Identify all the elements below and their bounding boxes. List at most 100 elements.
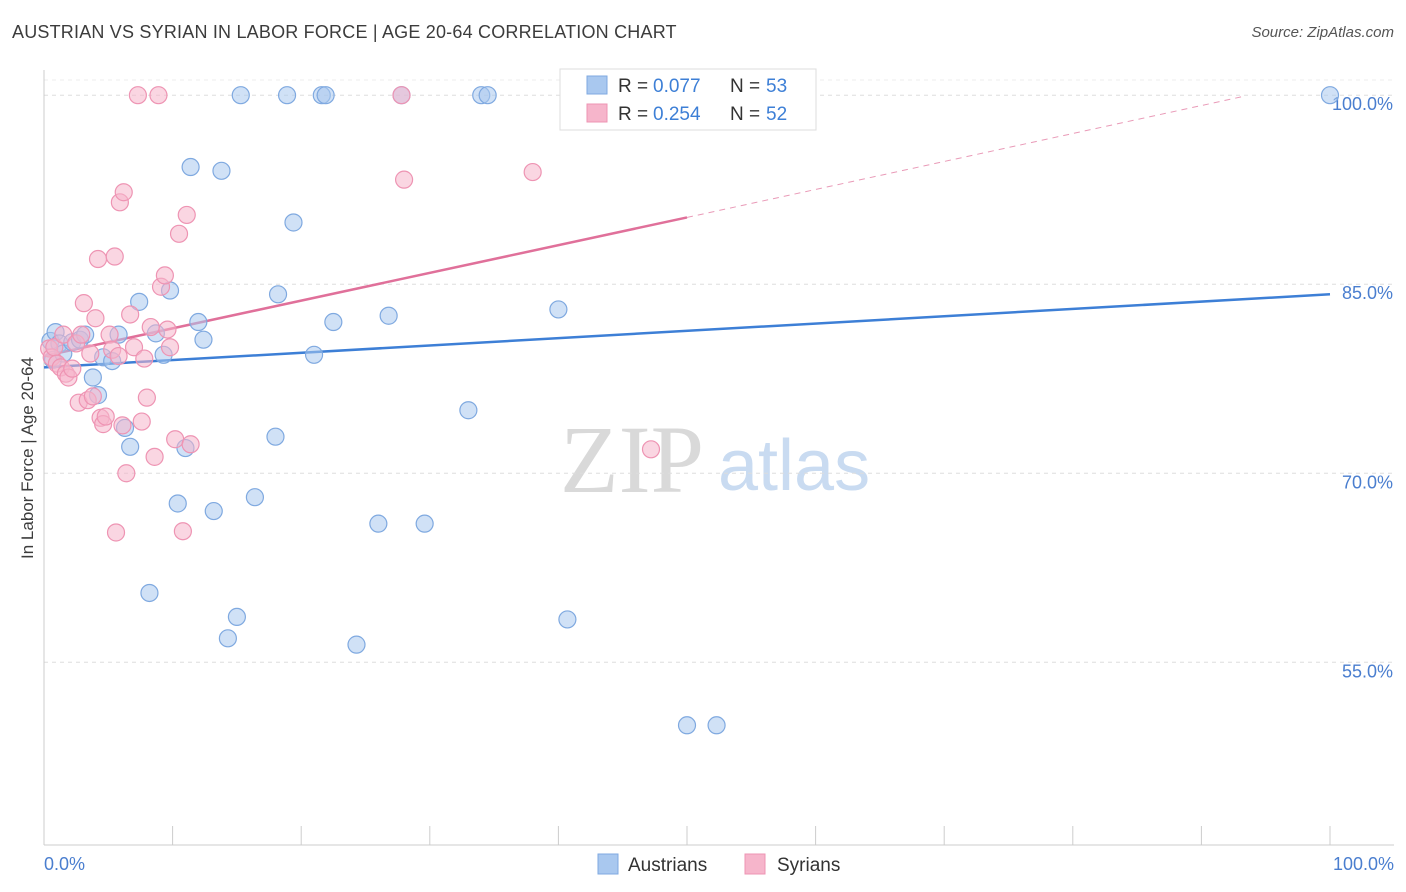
point-syrians-17 bbox=[88, 249, 108, 269]
series-legend: Austrians Syrians bbox=[597, 853, 840, 876]
stats-n-value-syrians: 52 bbox=[766, 104, 787, 125]
legend-label-syrians: Syrians bbox=[777, 855, 840, 876]
stats-n-label-austrians: N = bbox=[730, 76, 760, 97]
point-syrians-8 bbox=[63, 359, 82, 378]
point-austrians-26 bbox=[212, 161, 231, 180]
point-austrians-25 bbox=[204, 501, 223, 521]
point-austrians-29 bbox=[231, 86, 250, 105]
point-syrians-5 bbox=[54, 325, 73, 344]
stats-r-value-austrians: 0.077 bbox=[653, 76, 701, 97]
point-austrians-28 bbox=[227, 607, 246, 627]
y-tick-label-70: 70.0% bbox=[1342, 472, 1393, 492]
point-austrians-43 bbox=[415, 514, 434, 533]
point-syrians-14 bbox=[81, 344, 100, 363]
legend-swatch-syrians bbox=[744, 853, 766, 875]
point-austrians-48 bbox=[558, 610, 577, 629]
point-austrians-8 bbox=[83, 368, 102, 387]
point-syrians-38 bbox=[149, 86, 168, 105]
stats-r-label-syrians: R = bbox=[618, 104, 648, 125]
point-syrians-24 bbox=[109, 346, 128, 366]
stats-swatch-syrians bbox=[586, 103, 608, 123]
stats-r-label-austrians: R = bbox=[618, 76, 648, 97]
point-syrians-43 bbox=[169, 224, 189, 243]
point-syrians-20 bbox=[96, 407, 115, 426]
y-tick-label-55: 55.0% bbox=[1342, 661, 1393, 681]
stats-swatch-austrians bbox=[586, 75, 608, 95]
watermark-atlas: atlas bbox=[718, 426, 870, 506]
point-syrians-46 bbox=[181, 435, 200, 454]
point-syrians-21 bbox=[100, 325, 119, 344]
y-axis-label: In Labor Force | Age 20-64 bbox=[18, 357, 37, 559]
point-syrians-47 bbox=[392, 86, 411, 105]
point-syrians-26 bbox=[106, 523, 126, 542]
point-austrians-16 bbox=[140, 583, 159, 603]
stats-n-value-austrians: 53 bbox=[766, 76, 787, 97]
y-tick-labels: 55.0% 70.0% 85.0% 100.0% bbox=[1332, 94, 1393, 681]
point-syrians-45 bbox=[177, 205, 196, 225]
stats-r-value-syrians: 0.254 bbox=[653, 104, 701, 125]
point-syrians-29 bbox=[117, 464, 136, 483]
x-ticks bbox=[172, 826, 1331, 845]
point-austrians-31 bbox=[266, 427, 285, 446]
point-austrians-40 bbox=[369, 514, 388, 533]
point-syrians-25 bbox=[113, 416, 132, 435]
point-austrians-30 bbox=[245, 488, 265, 507]
point-austrians-50 bbox=[677, 716, 697, 735]
point-syrians-50 bbox=[641, 440, 661, 459]
axes bbox=[43, 70, 1394, 846]
point-syrians-35 bbox=[137, 388, 156, 407]
legend-label-austrians: Austrians bbox=[628, 855, 707, 876]
y-tick-label-100: 100.0% bbox=[1332, 94, 1393, 114]
point-austrians-20 bbox=[168, 494, 187, 513]
point-austrians-22 bbox=[181, 157, 200, 177]
watermark: ZIP atlas bbox=[560, 406, 870, 513]
point-austrians-27 bbox=[218, 629, 237, 648]
point-austrians-39 bbox=[347, 635, 366, 654]
point-syrians-32 bbox=[128, 86, 147, 105]
point-austrians-38 bbox=[324, 312, 343, 332]
point-austrians-47 bbox=[549, 300, 568, 319]
chart-title: AUSTRIAN VS SYRIAN IN LABOR FORCE | AGE … bbox=[12, 22, 677, 42]
point-syrians-11 bbox=[72, 325, 91, 344]
trend-line-austrians bbox=[43, 293, 1331, 369]
point-syrians-31 bbox=[124, 338, 144, 357]
point-austrians-23 bbox=[189, 312, 208, 332]
point-syrians-33 bbox=[132, 412, 151, 431]
point-syrians-48 bbox=[394, 170, 414, 189]
point-austrians-32 bbox=[268, 285, 288, 304]
point-syrians-15 bbox=[83, 387, 102, 406]
point-austrians-44 bbox=[459, 401, 478, 420]
point-syrians-44 bbox=[173, 522, 192, 541]
point-syrians-30 bbox=[121, 305, 140, 324]
point-austrians-15 bbox=[130, 292, 149, 311]
point-syrians-51 bbox=[158, 320, 177, 339]
point-austrians-41 bbox=[379, 306, 398, 325]
point-austrians-33 bbox=[277, 86, 297, 105]
point-austrians-14 bbox=[121, 437, 140, 456]
point-syrians-49 bbox=[523, 162, 542, 182]
source-note: Source: ZipAtlas.com bbox=[1251, 24, 1394, 41]
point-syrians-37 bbox=[145, 447, 164, 466]
trend-lines bbox=[43, 95, 1331, 369]
data-points bbox=[40, 86, 1340, 735]
trend-line-syrians-projection bbox=[686, 95, 1246, 218]
point-syrians-28 bbox=[114, 183, 133, 202]
point-austrians-37 bbox=[316, 86, 335, 105]
point-austrians-24 bbox=[194, 330, 213, 349]
point-syrians-42 bbox=[166, 430, 185, 449]
point-austrians-51 bbox=[707, 716, 726, 735]
point-syrians-12 bbox=[74, 294, 93, 313]
y-tick-label-85: 85.0% bbox=[1342, 283, 1393, 303]
point-syrians-36 bbox=[141, 317, 160, 337]
point-syrians-41 bbox=[160, 338, 180, 357]
point-austrians-46 bbox=[478, 86, 497, 105]
x-tick-label-min: 0.0% bbox=[44, 854, 85, 874]
point-austrians-52 bbox=[1320, 86, 1340, 105]
stats-legend: R = 0.077 N = 53 R = 0.254 N = 52 bbox=[559, 68, 817, 131]
stats-n-label-syrians: N = bbox=[730, 104, 760, 125]
grid-lines bbox=[44, 79, 1394, 663]
x-tick-label-max: 100.0% bbox=[1333, 854, 1394, 874]
point-syrians-23 bbox=[105, 247, 124, 266]
point-syrians-16 bbox=[86, 309, 105, 328]
